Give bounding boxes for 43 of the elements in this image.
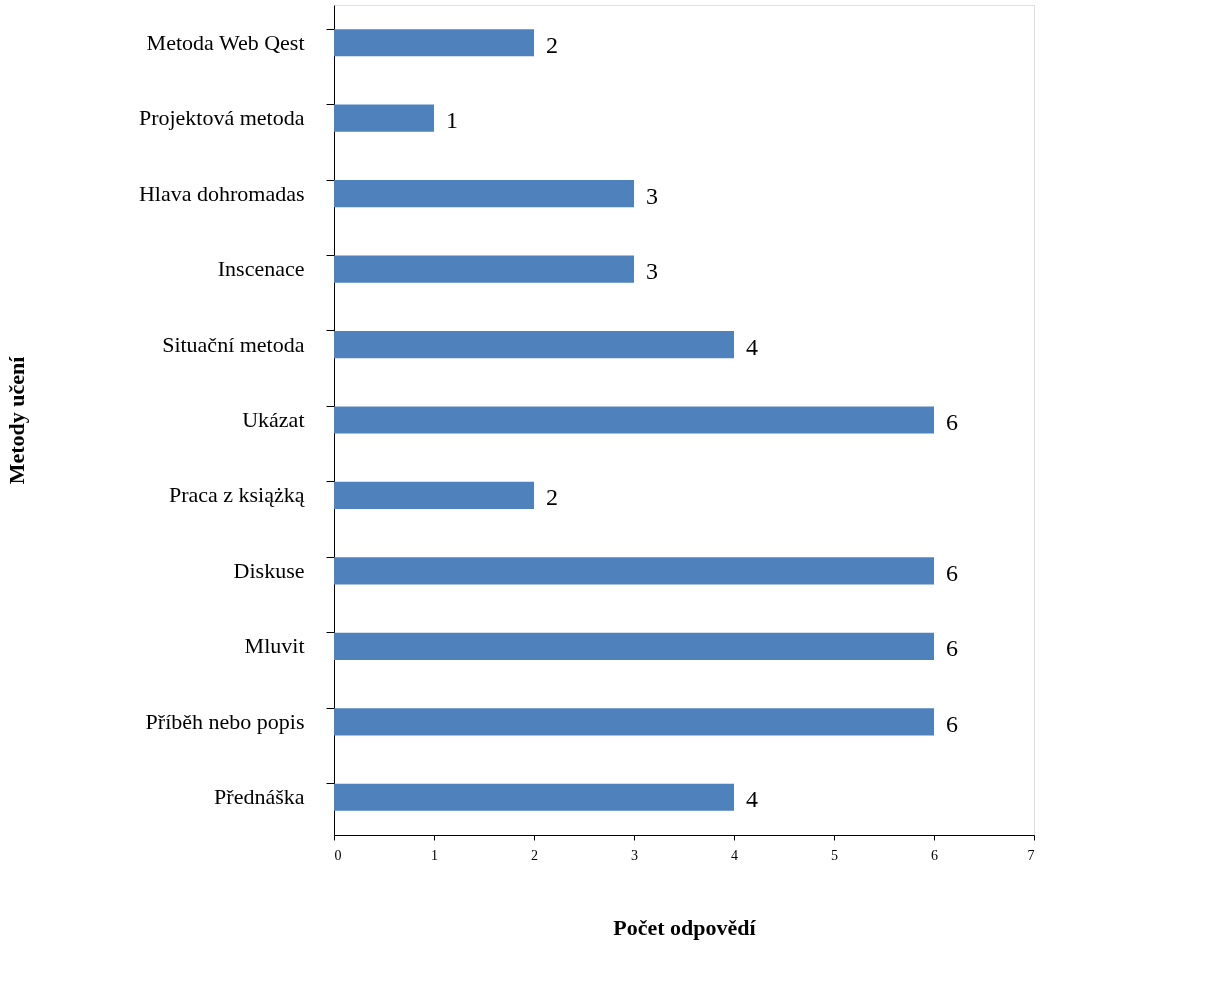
- bar: [334, 557, 934, 585]
- data-label: 2: [546, 484, 558, 511]
- x-tick-label: 4: [731, 847, 738, 863]
- y-tick-label: Projektová metoda: [138, 105, 305, 131]
- y-tick-label: Ukázat: [242, 407, 305, 432]
- y-tick-label: Praca z książką: [168, 482, 305, 508]
- data-label: 3: [646, 182, 658, 209]
- bar: [334, 29, 534, 57]
- bar: [334, 255, 634, 283]
- data-label: 6: [946, 559, 958, 586]
- bar: [334, 481, 534, 510]
- y-tick-label: Metoda Web Qest: [146, 29, 305, 55]
- data-label: 2: [546, 31, 558, 58]
- x-tick-label: 3: [631, 847, 638, 863]
- bar: [334, 104, 434, 132]
- x-tick-label: 5: [831, 847, 838, 863]
- x-tick-label: 6: [931, 847, 938, 863]
- y-tick-label: Příběh nebo popis: [145, 708, 305, 734]
- x-tick-label: 7: [1027, 847, 1035, 863]
- y-tick-label: Mluvit: [244, 633, 305, 659]
- bar: [334, 708, 934, 736]
- x-axis-title: Počet odpovědí: [613, 914, 757, 940]
- data-label: 3: [646, 258, 658, 285]
- x-tick-label: 1: [431, 847, 438, 863]
- bar: [334, 330, 734, 359]
- y-tick-label: Diskuse: [233, 557, 305, 583]
- data-label: 6: [946, 409, 958, 435]
- bar: [334, 632, 934, 660]
- data-label: 6: [946, 635, 958, 662]
- y-axis-title: Metody učení: [3, 355, 29, 485]
- bar: [334, 406, 934, 434]
- y-tick-label: Situační metoda: [162, 331, 305, 357]
- bar: [334, 783, 734, 811]
- x-tick-label: 0: [334, 847, 342, 863]
- y-tick-label: Přednáška: [214, 784, 305, 810]
- data-label: 1: [446, 107, 458, 134]
- x-tick-label: 2: [531, 847, 538, 863]
- bar: [334, 180, 634, 208]
- data-label: 4: [746, 786, 758, 813]
- data-label: 6: [946, 710, 958, 737]
- data-label: 4: [746, 333, 758, 360]
- y-tick-label: Inscenace: [217, 256, 305, 282]
- y-tick-label: Hlava dohromadas: [138, 180, 305, 206]
